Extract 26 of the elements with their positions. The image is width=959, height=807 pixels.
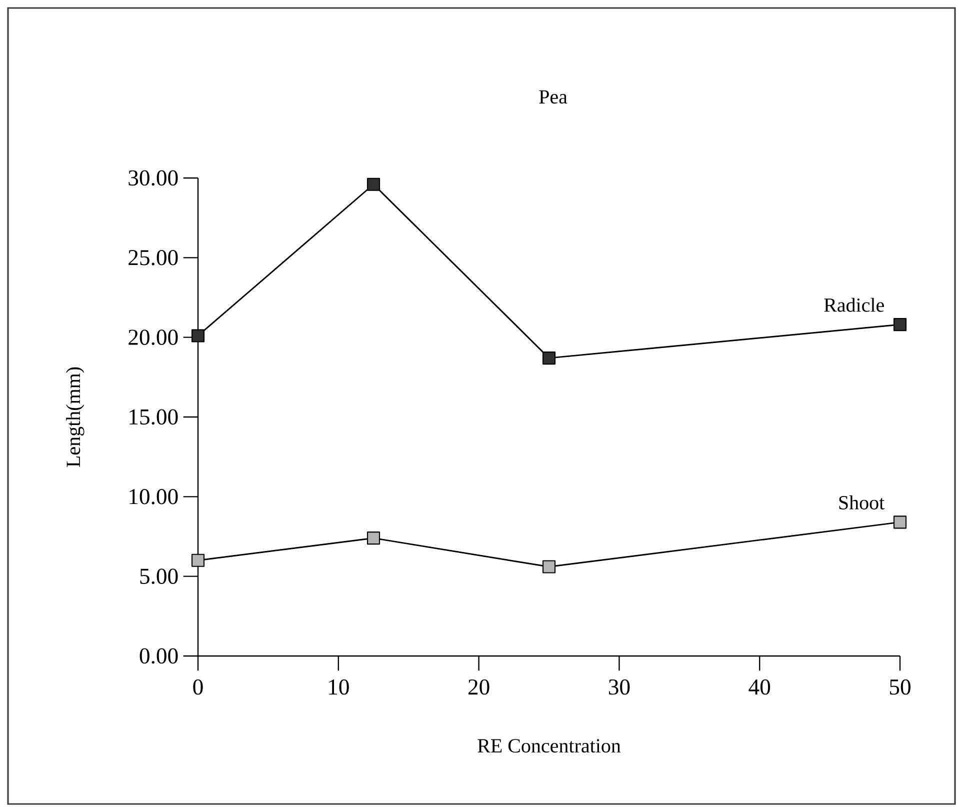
point [542,352,556,365]
point [366,532,380,545]
point [191,554,205,567]
x-tick-label: 40 [748,679,770,695]
point [542,560,556,574]
point [191,329,205,342]
y-tick-label: 30.00 [128,170,178,186]
y-tick-label: 0.00 [140,648,178,664]
point [893,516,907,529]
x-tick-label: 10 [329,679,349,695]
y-tick-label: 5.00 [140,568,178,584]
series-label: Radicle [824,298,884,312]
y-tick-label: 10.00 [130,488,178,504]
y-tick-label: 15.00 [130,409,178,425]
chart-title: Pea [539,90,568,104]
point [366,178,380,191]
x-tick-label: 20 [468,679,490,695]
y-tick-label: 25.00 [128,250,178,266]
x-tick-label: 50 [890,679,910,695]
point [893,318,907,332]
x-tick-label: 30 [608,679,630,695]
series-label: Shoot [839,495,885,510]
y-axis-title: Length(mm) [66,367,84,467]
x-axis-title: RE Concentration [478,739,621,753]
x-tick-label: 0 [193,679,203,695]
y-tick-label: 20.00 [128,330,178,346]
